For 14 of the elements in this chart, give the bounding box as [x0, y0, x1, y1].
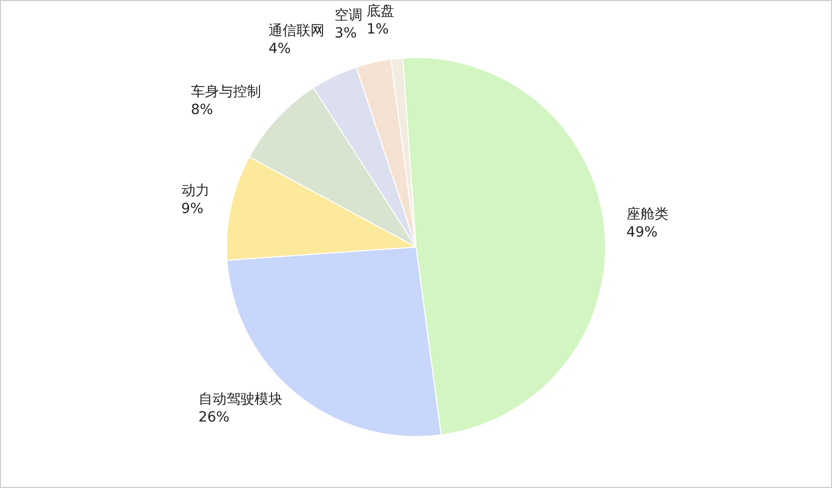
slice-label: 动力 — [181, 182, 210, 199]
slice-label: 座舱类 — [626, 206, 668, 222]
data-label: 4% — [268, 40, 291, 57]
slice-label: 空调 — [334, 8, 363, 24]
data-label: 3% — [334, 26, 357, 42]
data-label: 1% — [366, 22, 389, 38]
data-label: 26% — [198, 410, 230, 426]
slice-label: 自动驾驶模块 — [198, 392, 282, 408]
slice-label: 车身与控制 — [190, 84, 261, 100]
slice-label: 底盘 — [366, 4, 395, 20]
data-label: 49% — [626, 224, 658, 240]
data-label: 8% — [190, 102, 214, 118]
slice-label: 通信联网 — [268, 22, 325, 39]
data-label: 9% — [181, 200, 204, 217]
